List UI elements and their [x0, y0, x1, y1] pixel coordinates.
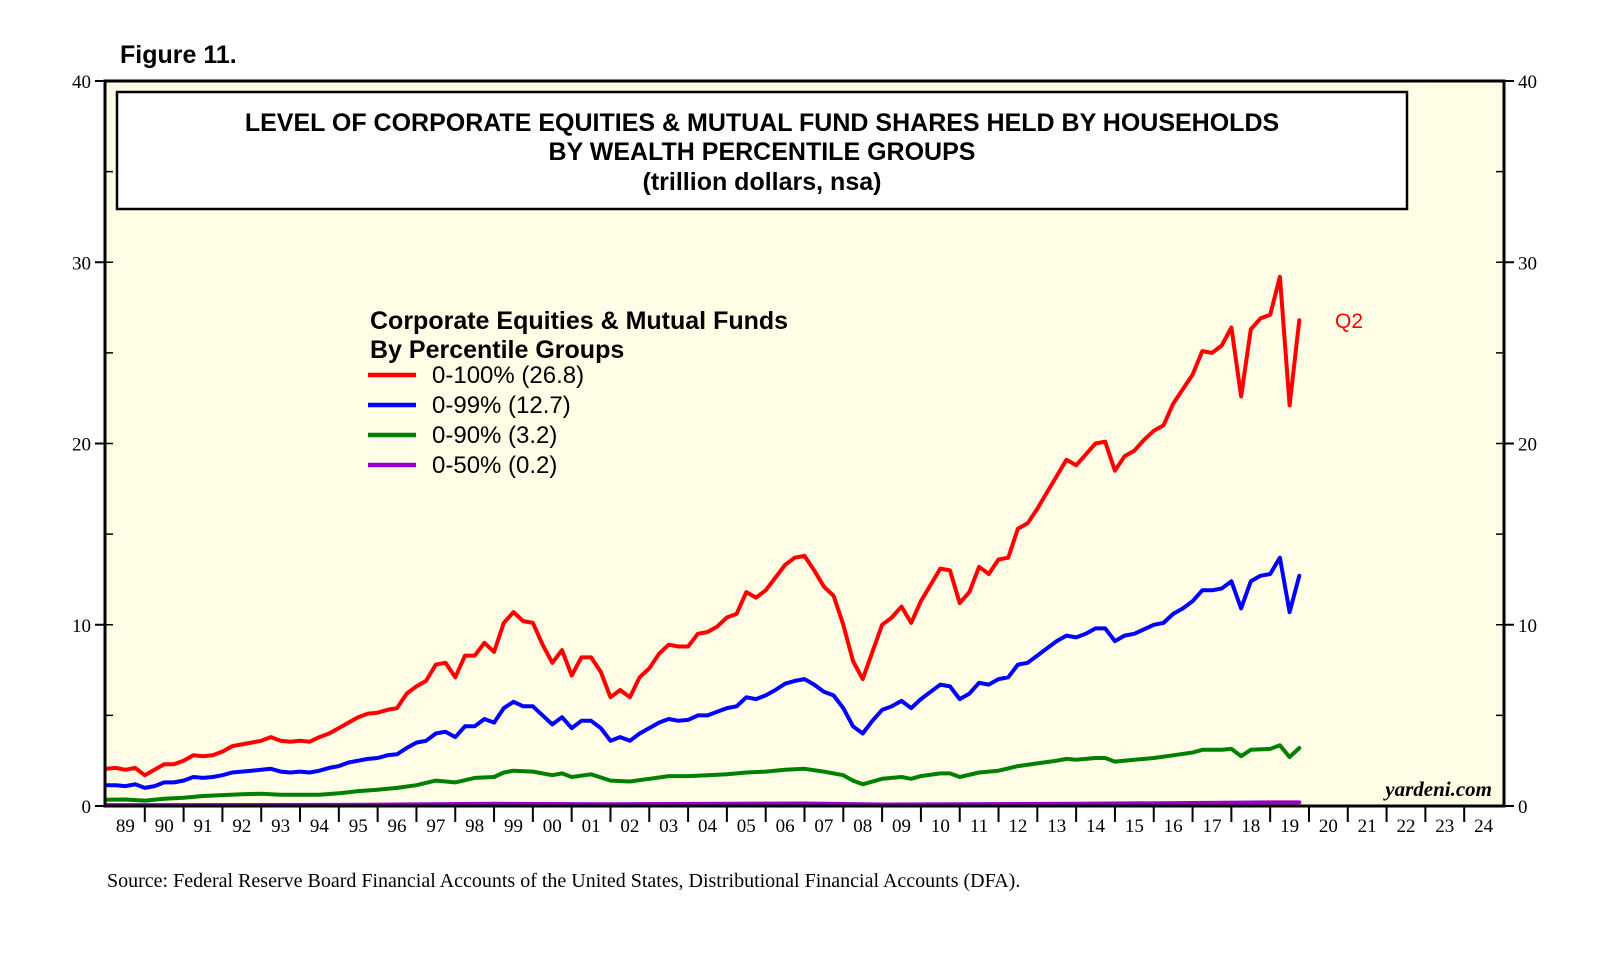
x-tick-label: 94: [310, 816, 330, 837]
x-tick-label: 07: [814, 816, 833, 837]
y-tick-label-right: 40: [1518, 72, 1537, 93]
y-tick-label-right: 30: [1518, 253, 1537, 274]
x-tick-label: 05: [737, 816, 756, 837]
end-label-q2: Q2: [1335, 310, 1363, 333]
x-tick-label: 02: [620, 816, 639, 837]
x-tick-label: 03: [659, 816, 678, 837]
legend: Corporate Equities & Mutual Funds By Per…: [368, 307, 788, 479]
y-tick-label-left: 30: [72, 253, 91, 274]
source-note: Source: Federal Reserve Board Financial …: [107, 870, 1020, 892]
x-tick-label: 15: [1125, 816, 1144, 837]
x-tick-label: 92: [232, 816, 251, 837]
y-tick-label-left: 0: [82, 797, 92, 818]
series-line-0-99%: [104, 555, 1302, 790]
x-tick-label: 18: [1241, 816, 1260, 837]
x-tick-label: 93: [271, 816, 290, 837]
x-tick-label: 12: [1008, 816, 1027, 837]
y-tick-label-right: 0: [1518, 797, 1528, 818]
x-tick-label: 96: [388, 816, 407, 837]
x-tick-label: 04: [698, 816, 718, 837]
legend-label-0-90%: 0-90% (3.2): [432, 422, 557, 449]
x-tick-label: 91: [194, 816, 213, 837]
x-tick-label: 24: [1474, 816, 1494, 837]
legend-label-0-99%: 0-99% (12.7): [432, 392, 571, 419]
legend-label-0-50%: 0-50% (0.2): [432, 452, 557, 479]
legend-title-line-1: Corporate Equities & Mutual Funds: [370, 307, 788, 335]
x-axis-ticks: [143, 806, 1466, 822]
x-tick-label: 97: [426, 816, 445, 837]
x-tick-label: 00: [543, 816, 562, 837]
x-tick-label: 06: [776, 816, 795, 837]
x-tick-label: 19: [1280, 816, 1299, 837]
y-tick-label-left: 20: [72, 435, 91, 456]
x-tick-label: 95: [349, 816, 368, 837]
x-tick-label: 13: [1047, 816, 1066, 837]
y-axis-right: 0 10 20 30 40: [1504, 72, 1537, 818]
x-tick-label: 11: [970, 816, 988, 837]
x-tick-label: 98: [465, 816, 484, 837]
x-tick-label: 21: [1358, 816, 1377, 837]
x-tick-label: 14: [1086, 816, 1106, 837]
x-tick-label: 23: [1435, 816, 1454, 837]
title-box: LEVEL OF CORPORATE EQUITIES & MUTUAL FUN…: [115, 90, 1409, 211]
y-tick-label-left: 40: [72, 72, 91, 93]
x-tick-label: 09: [892, 816, 911, 837]
x-axis-labels: 89 90 91 92 93 94 95 96 97 98 99 00 01 02 03 04 05 06 07 08…: [116, 816, 1494, 837]
chart-title-line-2: BY WEALTH PERCENTILE GROUPS: [549, 138, 976, 166]
x-tick-label: 20: [1319, 816, 1338, 837]
yardeni-watermark: yardeni.com: [1382, 777, 1492, 801]
x-tick-label: 01: [582, 816, 601, 837]
y-tick-label-right: 10: [1518, 616, 1537, 637]
x-tick-label: 22: [1396, 816, 1415, 837]
x-tick-label: 10: [931, 816, 950, 837]
x-tick-label: 90: [155, 816, 174, 837]
x-tick-label: 16: [1164, 816, 1183, 837]
x-tick-label: 08: [853, 816, 872, 837]
chart-subtitle: (trillion dollars, nsa): [643, 168, 882, 196]
chart-title-line-1: LEVEL OF CORPORATE EQUITIES & MUTUAL FUN…: [245, 109, 1279, 137]
x-tick-label: 89: [116, 816, 135, 837]
legend-label-0-100%: 0-100% (26.8): [432, 362, 584, 389]
x-tick-label: 17: [1202, 816, 1221, 837]
y-axis-left: 0 10 20 30 40: [72, 72, 105, 818]
y-tick-label-left: 10: [72, 616, 91, 637]
x-tick-label: 99: [504, 816, 523, 837]
legend-title-line-2: By Percentile Groups: [370, 336, 624, 364]
y-tick-label-right: 20: [1518, 435, 1537, 456]
series-line-0-100%: [104, 274, 1302, 778]
figure-label: Figure 11.: [120, 41, 237, 69]
series-line-0-90%: [104, 743, 1302, 803]
